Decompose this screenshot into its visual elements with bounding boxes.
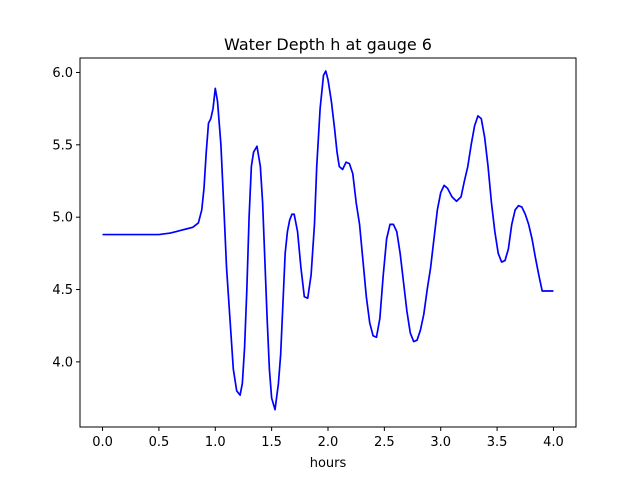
series-line xyxy=(102,70,554,411)
x-axis-label: hours xyxy=(310,456,347,471)
y-tick-label: 6.0 xyxy=(52,66,73,81)
y-tick-label: 4.5 xyxy=(52,283,73,298)
y-tick-label: 4.0 xyxy=(52,355,73,370)
x-tick-label: 3.5 xyxy=(487,435,508,450)
plot-area-frame xyxy=(79,57,577,428)
x-tick-label: 0.5 xyxy=(149,435,170,450)
x-tick-label: 0.0 xyxy=(92,435,113,450)
chart-title: Water Depth h at gauge 6 xyxy=(224,35,432,54)
y-axis: 4.0 4.5 5.0 5.5 6.0 xyxy=(52,66,80,370)
x-tick-label: 1.5 xyxy=(261,435,282,450)
x-tick-label: 2.0 xyxy=(318,435,339,450)
x-tick-label: 3.0 xyxy=(430,435,451,450)
x-axis: 0.0 0.5 1.0 1.5 2.0 2.5 3.0 3.5 4.0 xyxy=(92,427,564,450)
x-tick-label: 1.0 xyxy=(205,435,226,450)
x-tick-label: 2.5 xyxy=(374,435,395,450)
x-tick-label: 4.0 xyxy=(543,435,564,450)
y-tick-label: 5.0 xyxy=(52,211,73,226)
y-tick-label: 5.5 xyxy=(52,138,73,153)
